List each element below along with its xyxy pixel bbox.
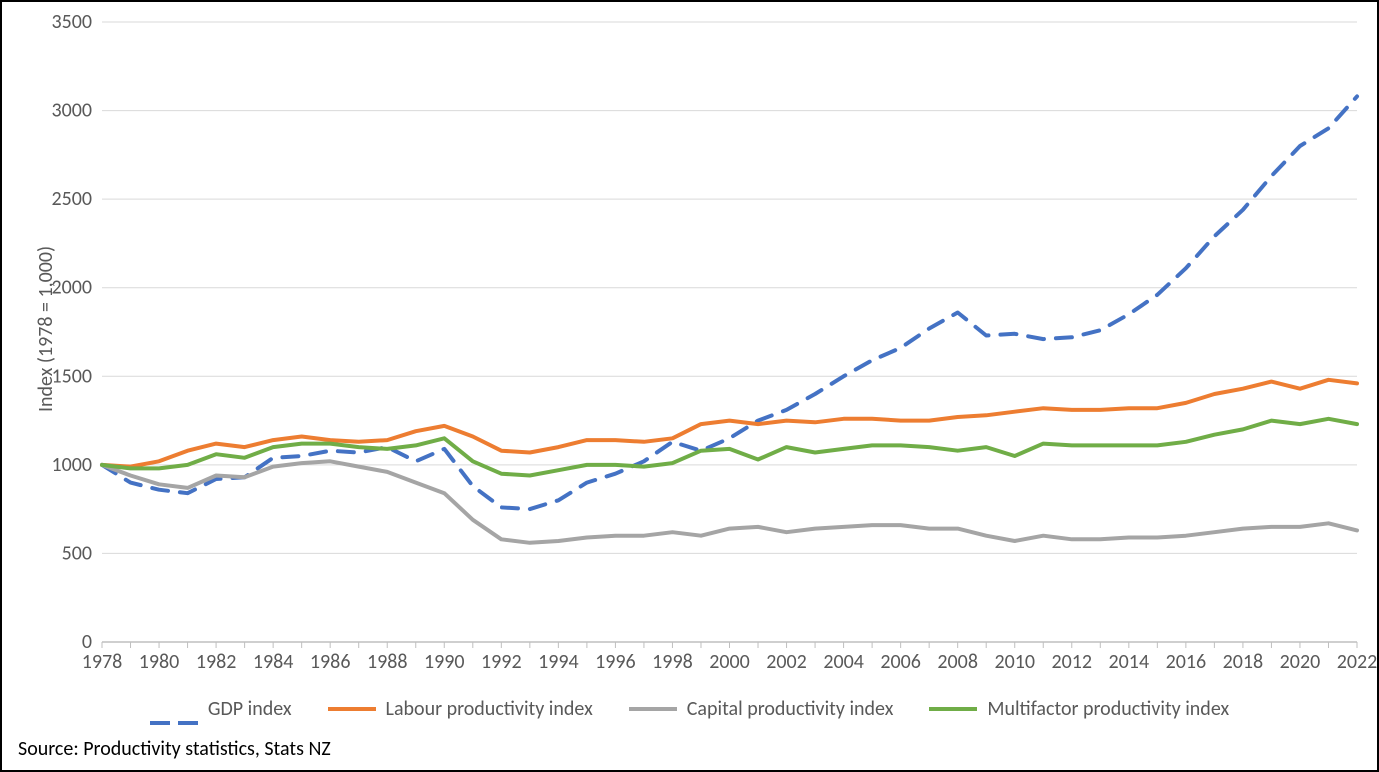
svg-text:2000: 2000 [709,650,750,674]
svg-text:1986: 1986 [310,650,351,674]
legend-swatch-capital [629,707,677,711]
svg-text:500: 500 [62,541,92,565]
legend-swatch-labour [328,707,376,711]
svg-text:1990: 1990 [424,650,465,674]
series-capital [102,461,1357,543]
source-text: Source: Productivity statistics, Stats N… [18,737,331,761]
svg-text:1000: 1000 [51,453,92,477]
legend: GDP index Labour productivity index Capita… [2,697,1377,721]
svg-text:2018: 2018 [1223,650,1264,674]
line-chart: 0500100015002000250030003500197819801982… [2,2,1377,682]
svg-text:1998: 1998 [652,650,693,674]
svg-text:2004: 2004 [823,650,864,674]
svg-text:2012: 2012 [1051,650,1092,674]
svg-text:1994: 1994 [538,650,579,674]
svg-text:2014: 2014 [1109,650,1150,674]
svg-text:2002: 2002 [766,650,807,674]
svg-text:1992: 1992 [481,650,522,674]
legend-item-labour: Labour productivity index [328,697,593,721]
legend-label-mfp: Multifactor productivity index [987,697,1229,721]
svg-text:3000: 3000 [51,99,92,123]
svg-text:2006: 2006 [880,650,921,674]
chart-frame: Index (1978 = 1,000) 0500100015002000250… [0,0,1379,772]
svg-text:3500: 3500 [51,10,92,34]
legend-swatch-gdp [150,707,198,711]
svg-text:1982: 1982 [196,650,237,674]
svg-text:2020: 2020 [1280,650,1321,674]
svg-text:2022: 2022 [1337,650,1377,674]
svg-text:2010: 2010 [994,650,1035,674]
series-mfp [102,419,1357,476]
svg-text:1978: 1978 [82,650,123,674]
series-labour [102,380,1357,467]
legend-swatch-mfp [929,707,977,711]
svg-text:1984: 1984 [253,650,294,674]
svg-text:2500: 2500 [51,187,92,211]
legend-label-capital: Capital productivity index [687,697,894,721]
svg-text:1980: 1980 [139,650,180,674]
legend-item-gdp: GDP index [150,697,292,721]
svg-text:1988: 1988 [367,650,408,674]
y-axis-label: Index (1978 = 1,000) [34,246,58,412]
legend-item-capital: Capital productivity index [629,697,894,721]
svg-text:2016: 2016 [1166,650,1207,674]
svg-text:2008: 2008 [937,650,978,674]
legend-item-mfp: Multifactor productivity index [929,697,1229,721]
legend-label-gdp: GDP index [208,697,292,721]
svg-text:1996: 1996 [595,650,636,674]
legend-label-labour: Labour productivity index [386,697,593,721]
